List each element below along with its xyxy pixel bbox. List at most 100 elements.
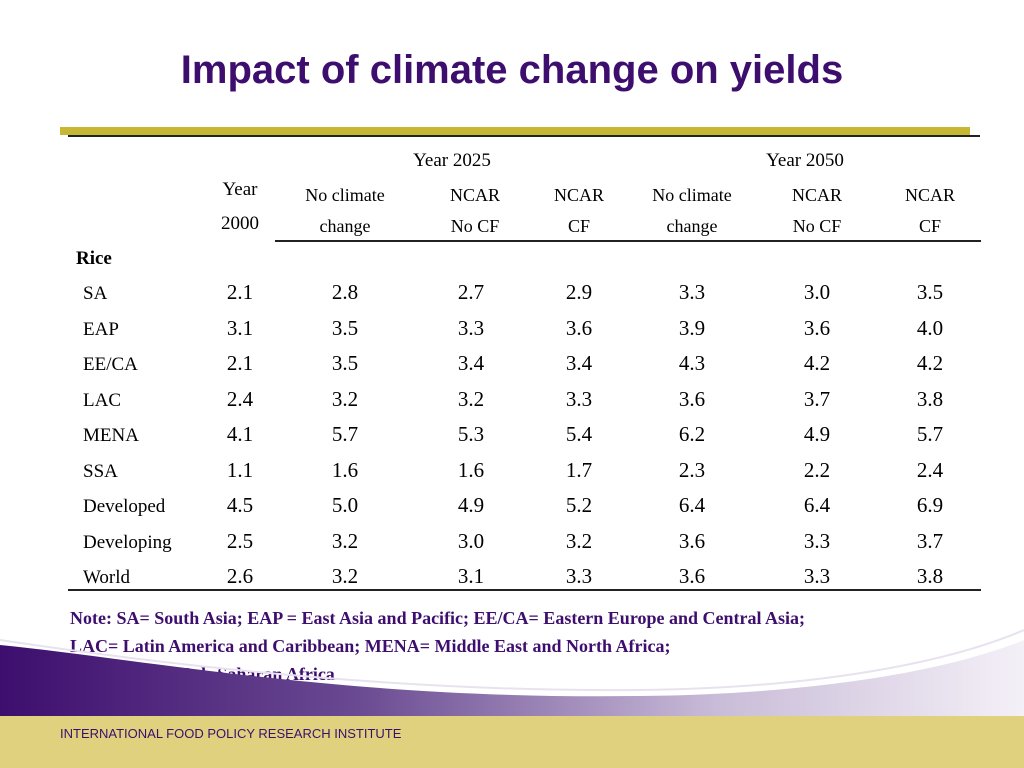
row-label: Developed (83, 496, 166, 517)
note-line-1: Note: SA= South Asia; EAP = East Asia an… (70, 608, 805, 628)
table-cell: 3.3 (803, 564, 831, 588)
table-cell: 2.1 (226, 280, 254, 304)
table-top-rule (68, 135, 980, 137)
table-cell: 3.3 (565, 386, 593, 411)
subheader-2025-no-climate-l2: change (319, 216, 371, 236)
table-cell: 6.9 (916, 493, 944, 517)
row-label: EE/CA (83, 354, 138, 375)
table-cell: 3.4 (565, 351, 593, 375)
table-cell: 4.9 (803, 422, 831, 446)
table-cell: 3.3 (457, 315, 485, 340)
table-cell: 3.2 (331, 564, 359, 588)
table-cell: 2.2 (803, 457, 831, 482)
subheader-2025-no-climate-l1: No climate (305, 185, 385, 205)
table-cell: 3.5 (331, 315, 359, 340)
title-underline-gold (60, 127, 970, 135)
table-cell: 3.9 (678, 315, 706, 340)
table-cell: 5.0 (331, 493, 359, 517)
table-cell: 2.1 (226, 351, 254, 375)
table-cell: 3.3 (678, 280, 706, 304)
table-cell: 2.8 (331, 280, 359, 304)
table-cell: 3.3 (565, 564, 593, 588)
row-label: SSA (83, 460, 118, 482)
table-cell: 3.0 (457, 528, 485, 553)
subheader-2050-ncar-cf-l2: CF (918, 216, 942, 236)
table-cell: 3.6 (803, 315, 831, 340)
table-cell: 1.1 (226, 457, 254, 482)
table-cell: 6.4 (678, 493, 706, 517)
table-cell: 3.6 (678, 386, 706, 411)
table-cell: 3.2 (331, 528, 359, 553)
slide-title: Impact of climate change on yields (180, 48, 844, 92)
table-cell: 5.2 (565, 493, 593, 517)
footer-band (0, 716, 1024, 768)
header-year-2000-line1: Year (222, 179, 258, 200)
header-year-2000-line2: 2000 (221, 213, 259, 234)
table-cell: 3.0 (803, 280, 831, 304)
table-cell: 2.5 (226, 528, 254, 553)
table-cell: 1.6 (331, 457, 359, 482)
table-cell: 1.7 (565, 457, 593, 482)
table-cell: 5.7 (331, 422, 359, 446)
table-cell: 4.5 (226, 493, 254, 517)
subheader-2050-ncar-cf-l1: NCAR (904, 185, 955, 205)
subheader-2025-ncar-cf-l2: CF (567, 216, 591, 236)
header-year-2050: Year 2050 (766, 150, 844, 171)
table-cell: 5.3 (457, 422, 485, 446)
table-cell: 3.2 (331, 386, 359, 411)
subheader-2025-ncar-nocf-l1: NCAR (449, 185, 500, 205)
table-cell: 3.5 (916, 280, 944, 304)
table-cell: 2.4 (226, 386, 254, 411)
table-cell: 2.9 (565, 280, 593, 304)
table-cell: 4.3 (678, 351, 706, 375)
table-cell: 3.1 (226, 315, 254, 340)
table-cell: 3.6 (565, 315, 593, 340)
subheader-2025-ncar-cf-l1: NCAR (553, 185, 604, 205)
table-cell: 2.3 (678, 457, 706, 482)
subheader-2025-ncar-nocf-l2: No CF (450, 216, 500, 236)
table-cell: 4.9 (457, 493, 485, 517)
row-label: World (83, 567, 131, 588)
row-label: LAC (83, 389, 121, 411)
table-cell: 4.2 (803, 351, 831, 375)
row-label: SA (83, 283, 108, 304)
table-cell: 3.3 (803, 528, 831, 553)
table-cell: 2.7 (457, 280, 485, 304)
table-cell: 3.7 (916, 528, 944, 553)
subheader-2050-ncar-nocf-l1: NCAR (791, 185, 842, 205)
subheader-2050-no-climate-l1: No climate (652, 185, 732, 205)
table-cell: 3.6 (678, 528, 706, 553)
table-cell: 4.0 (916, 315, 944, 340)
table-cell: 6.2 (678, 422, 706, 446)
table-cell: 2.4 (916, 457, 944, 482)
row-label: Developing (83, 531, 172, 553)
table-cell: 3.2 (565, 528, 593, 553)
note-line-2: LAC= Latin America and Caribbean; MENA= … (70, 636, 671, 656)
table-cell: 4.2 (916, 351, 944, 375)
row-label: MENA (83, 425, 139, 446)
table-cell: 5.4 (565, 422, 593, 446)
table-cell: 3.4 (457, 351, 485, 375)
table-cell: 3.8 (916, 564, 944, 588)
row-label: EAP (83, 318, 119, 340)
table-cell: 6.4 (803, 493, 831, 517)
decorative-swoosh (0, 629, 1024, 716)
subheader-2050-no-climate-l2: change (666, 216, 718, 236)
table-cell: 1.6 (457, 457, 485, 482)
header-bottom-rule (275, 240, 981, 242)
table-cell: 3.2 (457, 386, 485, 411)
table-cell: 4.1 (226, 422, 254, 446)
table-bottom-rule (68, 589, 981, 591)
header-year-2025: Year 2025 (413, 150, 491, 171)
table-cell: 3.8 (916, 386, 944, 411)
section-label-rice: Rice (76, 248, 112, 269)
table-cell: 3.1 (457, 564, 485, 588)
subheader-2050-ncar-nocf-l2: No CF (792, 216, 842, 236)
footer-institute-name: INTERNATIONAL FOOD POLICY RESEARCH INSTI… (60, 726, 402, 741)
table-cell: 5.7 (916, 422, 944, 446)
table-cell: 2.6 (226, 564, 254, 588)
table-cell: 3.6 (678, 564, 706, 588)
table-cell: 3.7 (803, 386, 831, 411)
table-cell: 3.5 (331, 351, 359, 375)
